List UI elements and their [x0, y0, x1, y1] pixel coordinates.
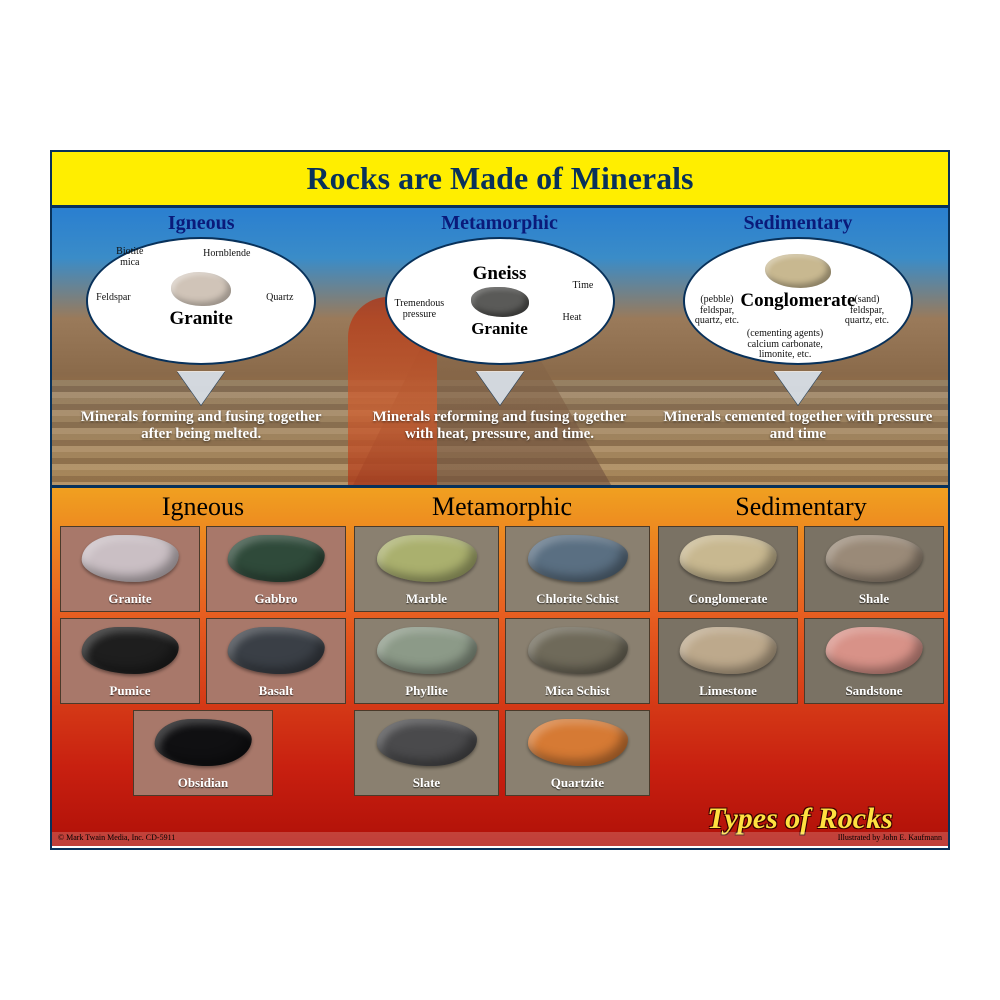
- types-of-rocks-label: Types of Rocks: [660, 802, 940, 836]
- down-arrow-icon: [476, 371, 524, 405]
- formation-bubble: Conglomerate(pebble) feldspar, quartz, e…: [683, 237, 913, 365]
- rock-name: Phyllite: [405, 683, 448, 699]
- rock-icon: [826, 627, 923, 674]
- down-arrow-icon: [177, 371, 225, 405]
- rock-tile: Conglomerate: [658, 526, 798, 612]
- rock-tile: Marble: [354, 526, 499, 612]
- formation-bubble: Gneiss Granite Tremendous pressure Time Heat: [385, 237, 615, 365]
- gallery-title: Metamorphic: [354, 492, 650, 522]
- rock-icon: [82, 627, 179, 674]
- ingredient-label: (sand) feldspar, quartz, etc.: [845, 295, 889, 327]
- ingredient-label: Tremendous pressure: [395, 299, 445, 320]
- rock-grid: Conglomerate Shale Limestone Sandstone: [658, 526, 944, 704]
- rock-name: Marble: [406, 591, 447, 607]
- ingredient-label: Hornblende: [203, 249, 250, 260]
- rock-tile: Granite: [60, 526, 200, 612]
- rock-icon: [376, 719, 476, 766]
- category-label: Igneous: [60, 212, 342, 235]
- rock-icon: [376, 535, 476, 582]
- rock-tile: Slate: [354, 710, 499, 796]
- rock-icon: [527, 627, 627, 674]
- rock-tile: Quartzite: [505, 710, 650, 796]
- title-bar: Rocks are Made of Minerals: [52, 152, 948, 208]
- rock-icon: [228, 535, 325, 582]
- ingredient-label: Feldspar: [96, 293, 130, 304]
- rock-tile: Chlorite Schist: [505, 526, 650, 612]
- ingredient-label: (cementing agents) calcium carbonate, li…: [747, 329, 823, 361]
- rock-name: Pumice: [109, 683, 150, 699]
- gallery-title: Sedimentary: [658, 492, 944, 522]
- result-rock-name: Granite: [170, 308, 233, 330]
- rock-icon: [82, 535, 179, 582]
- formation-description: Minerals forming and fusing together aft…: [60, 409, 342, 443]
- result-rock-name: Conglomerate: [740, 290, 855, 312]
- rock-name: Shale: [859, 591, 889, 607]
- rock-name: Granite: [108, 591, 151, 607]
- footer: © Mark Twain Media, Inc. CD-5911 Illustr…: [52, 832, 948, 846]
- rock-tile: Mica Schist: [505, 618, 650, 704]
- formation-col-igneous: Igneous Granite Biotite mica Hornblende Feld…: [52, 208, 350, 485]
- down-arrow-icon: [774, 371, 822, 405]
- ingredient-label: Time: [573, 281, 594, 292]
- rock-icon: [171, 272, 231, 306]
- rock-icon: [527, 535, 627, 582]
- ingredient-label: Quartz: [266, 293, 293, 304]
- rock-icon: [527, 719, 627, 766]
- formation-panel: Igneous Granite Biotite mica Hornblende Feld…: [52, 208, 948, 488]
- poster: Rocks are Made of Minerals IgneousGranit…: [50, 150, 950, 850]
- rock-icon: [376, 627, 476, 674]
- rock-icon: [228, 627, 325, 674]
- rock-name: Basalt: [259, 683, 294, 699]
- formation-description: Minerals cemented together with pressure…: [657, 409, 939, 443]
- formation-col-metamorphic: Metamorphic Gneiss Granite Tremendous press…: [350, 208, 648, 485]
- rock-grid: Granite Gabbro Pumice Basalt Obsidian: [60, 526, 346, 796]
- category-label: Sedimentary: [657, 212, 939, 235]
- result-rock-name: Gneiss: [473, 263, 527, 285]
- rock-tile: Gabbro: [206, 526, 346, 612]
- rock-tile: Limestone: [658, 618, 798, 704]
- gallery-col-igneous: Igneous Granite Gabbro Pumice Basalt Obsidian: [60, 488, 346, 846]
- rock-tile: Shale: [804, 526, 944, 612]
- category-label: Metamorphic: [358, 212, 640, 235]
- gallery-title: Igneous: [60, 492, 346, 522]
- rock-tile: Obsidian: [133, 710, 273, 796]
- ingredient-label: Heat: [563, 313, 582, 324]
- main-title: Rocks are Made of Minerals: [307, 160, 694, 197]
- ingredient-label: Biotite mica: [116, 247, 143, 268]
- formation-bubble: Granite Biotite mica Hornblende Feldspar Qua…: [86, 237, 316, 365]
- rock-icon: [765, 254, 831, 288]
- copyright: © Mark Twain Media, Inc. CD-5911: [58, 833, 175, 845]
- rock-icon: [826, 535, 923, 582]
- gallery-col-sedimentary: Sedimentary Conglomerate Shale Limestone San…: [658, 488, 944, 846]
- rock-tile: Sandstone: [804, 618, 944, 704]
- rock-gallery: Igneous Granite Gabbro Pumice Basalt Obsidian…: [52, 488, 948, 846]
- rock-icon: [471, 287, 529, 317]
- rock-name: Sandstone: [845, 683, 902, 699]
- formation-description: Minerals reforming and fusing together w…: [358, 409, 640, 443]
- formation-col-sedimentary: SedimentaryConglomerate(pebble) feldspar…: [649, 208, 947, 485]
- rock-tile: Pumice: [60, 618, 200, 704]
- ingredient-label: (pebble) feldspar, quartz, etc.: [695, 295, 739, 327]
- rock-tile: Phyllite: [354, 618, 499, 704]
- source-rock-name: Granite: [471, 319, 528, 339]
- rock-grid: Marble Chlorite Schist Phyllite Mica Schist…: [354, 526, 650, 796]
- rock-icon: [155, 719, 252, 766]
- rock-icon: [680, 535, 777, 582]
- rock-icon: [680, 627, 777, 674]
- rock-name: Slate: [413, 775, 440, 791]
- rock-name: Conglomerate: [689, 591, 768, 607]
- gallery-col-metamorphic: Metamorphic Marble Chlorite Schist Phyllite…: [354, 488, 650, 846]
- rock-tile: Basalt: [206, 618, 346, 704]
- rock-name: Quartzite: [551, 775, 604, 791]
- rock-name: Gabbro: [254, 591, 297, 607]
- rock-name: Limestone: [699, 683, 757, 699]
- rock-name: Chlorite Schist: [536, 591, 619, 607]
- illustrator: Illustrated by John E. Kaufmann: [838, 833, 942, 845]
- rock-name: Mica Schist: [545, 683, 610, 699]
- rock-name: Obsidian: [178, 775, 229, 791]
